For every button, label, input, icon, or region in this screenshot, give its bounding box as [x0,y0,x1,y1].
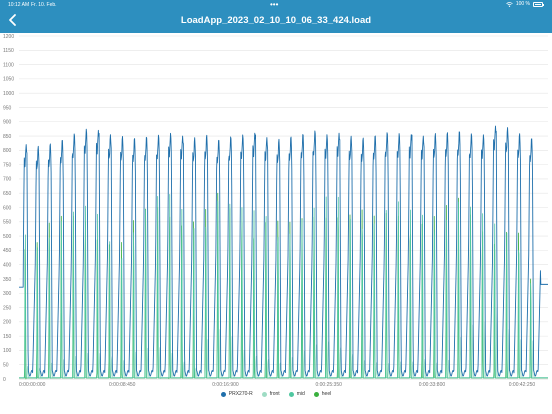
y-tick-label: 1100 [3,62,14,68]
y-tick-label: 850 [3,134,12,140]
y-tick-label: 450 [3,248,12,254]
y-tick-label: 1200 [3,34,14,40]
status-date: Fr. 10. Feb. [31,2,57,8]
y-tick-label: 500 [3,234,12,240]
y-tick-label: 150 [3,334,12,340]
y-tick-label: 50 [3,363,9,369]
load-chart[interactable]: 0 50 100 150 200 250 300 350 400 450 500 550 600 650 7… [0,33,552,389]
legend-item-heel[interactable]: heel [313,391,332,397]
legend-swatch-prx270-r [220,391,226,397]
status-time: 10:12 AM [8,2,30,8]
battery-percent: 100 % [515,1,530,7]
y-tick-label: 900 [3,120,12,126]
y-tick-label: 650 [3,191,12,197]
series-line-prx270-r [18,125,549,377]
wifi-icon [506,1,513,7]
legend-item-prx270-r[interactable]: PRX270-R [220,391,253,397]
y-tick-label: 1000 [3,91,14,97]
x-tick-label: 0:00:08:450 [109,382,136,388]
y-tick-label: 1050 [3,77,14,83]
x-tick-label: 0:00:00:000 [19,382,46,388]
legend-item-mid[interactable]: mid [288,391,305,397]
y-tick-label: 400 [3,262,12,268]
x-tick-label: 0:00:33:800 [419,382,446,388]
legend-swatch-front [261,391,267,397]
battery-icon [533,1,544,7]
legend-label-mid: mid [296,391,305,397]
chevron-left-icon[interactable] [6,13,20,27]
legend-label-heel: heel [321,391,332,397]
legend-label-prx270-r: PRX270-R [228,391,253,397]
y-tick-label: 950 [3,105,12,111]
y-tick-label: 750 [3,162,12,168]
y-tick-label: 550 [3,220,12,226]
y-tick-label: 800 [3,148,12,154]
legend-item-front[interactable]: front [261,391,280,397]
app-header: 10:12 AM Fr. 10. Feb. ••• 100 % LoadApp_… [0,0,552,33]
multitasking-dots-icon[interactable]: ••• [270,0,279,9]
y-tick-label: 600 [3,205,12,211]
chart-legend: PRX270-R front mid heel [0,391,552,397]
y-tick-label: 700 [3,177,12,183]
y-tick-label: 250 [3,305,12,311]
y-tick-label: 0 [3,377,6,383]
legend-label-front: front [269,391,280,397]
x-tick-label: 0:00:16:900 [212,382,239,388]
x-tick-label: 0:00:42:250 [509,382,536,388]
status-right: 100 % [506,1,544,7]
page-title: LoadApp_2023_02_10_10_06_33_424.load [180,15,372,26]
legend-swatch-mid [288,391,294,397]
legend-swatch-heel [313,391,319,397]
x-tick-label: 0:00:25:350 [315,382,342,388]
y-tick-label: 350 [3,277,12,283]
y-tick-label: 100 [3,348,12,354]
y-tick-label: 300 [3,291,12,297]
y-tick-label: 200 [3,320,12,326]
series-line-mid [18,194,549,380]
y-tick-label: 1150 [3,48,14,54]
